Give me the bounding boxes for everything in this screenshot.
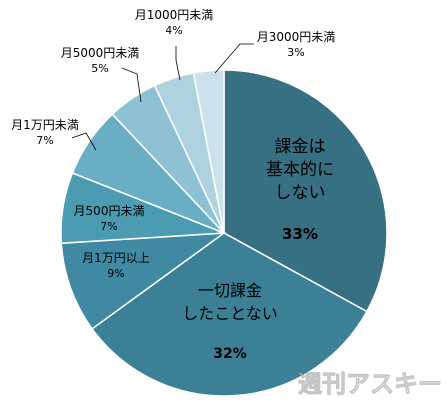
slice-label-2: 一切課金したことない	[182, 281, 278, 323]
leader-line-7	[175, 46, 181, 81]
slice-value-4: 7%	[100, 220, 117, 233]
pie-slice-1	[223, 69, 388, 313]
slice-label-1: 課金は基本的にしない	[266, 137, 334, 203]
slice-value-3: 9%	[107, 267, 124, 280]
slice-label-3: 月1万円以上	[82, 251, 150, 265]
slice-value-7: 4%	[165, 24, 182, 37]
leader-line-5	[71, 132, 97, 151]
slice-label-5: 月1万円未満	[11, 118, 79, 132]
slice-label-7: 月1000円未満	[135, 8, 214, 22]
slice-value-6: 5%	[91, 62, 108, 75]
slice-value-5: 7%	[36, 134, 53, 147]
leader-line-6	[121, 67, 142, 103]
slice-value-1: 33%	[282, 225, 318, 243]
pie-slice-2	[91, 232, 368, 397]
pie-slice-3	[60, 232, 227, 330]
watermark: 週刊アスキー	[298, 370, 442, 398]
slice-label-8: 月3000円未満	[257, 30, 336, 44]
slice-value-2: 32%	[213, 346, 247, 362]
pie-slice-8	[192, 69, 225, 234]
slice-label-4: 月500円未満	[74, 204, 145, 218]
slice-value-8: 3%	[287, 46, 304, 59]
slice-label-6: 月5000円未満	[61, 46, 140, 60]
leader-line-8	[214, 43, 254, 74]
